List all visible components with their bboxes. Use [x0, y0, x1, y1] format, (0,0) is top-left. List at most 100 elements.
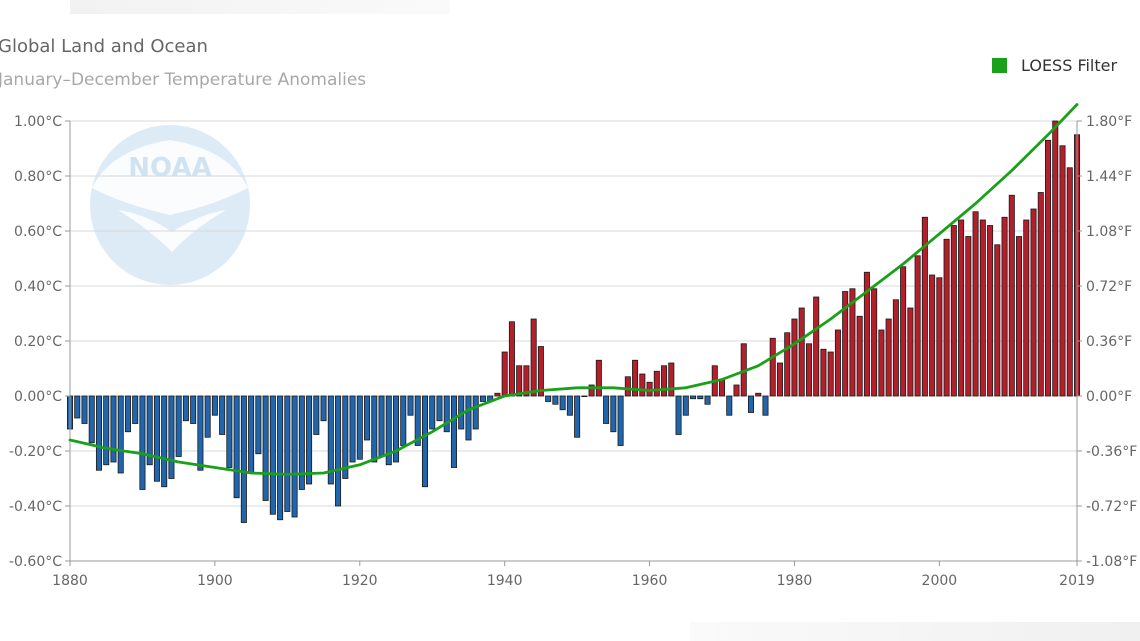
- anomaly-bar[interactable]: [552, 395, 559, 405]
- anomaly-bar[interactable]: [1016, 236, 1023, 397]
- anomaly-bar[interactable]: [827, 351, 834, 397]
- anomaly-bar[interactable]: [632, 359, 639, 397]
- anomaly-bar[interactable]: [190, 395, 197, 424]
- anomaly-bar[interactable]: [574, 395, 581, 438]
- anomaly-bar[interactable]: [972, 211, 979, 397]
- anomaly-bar[interactable]: [240, 395, 247, 523]
- anomaly-bar[interactable]: [661, 365, 668, 397]
- anomaly-bar[interactable]: [494, 392, 501, 397]
- anomaly-bar[interactable]: [820, 348, 827, 397]
- anomaly-bar[interactable]: [226, 395, 233, 468]
- anomaly-bar[interactable]: [726, 395, 733, 416]
- anomaly-bar[interactable]: [762, 395, 769, 416]
- anomaly-bar[interactable]: [610, 395, 617, 433]
- anomaly-bar[interactable]: [617, 395, 624, 446]
- anomaly-bar[interactable]: [95, 395, 102, 471]
- anomaly-bar[interactable]: [682, 395, 689, 416]
- anomaly-bar[interactable]: [248, 395, 255, 474]
- anomaly-bar[interactable]: [704, 395, 711, 405]
- anomaly-bar[interactable]: [958, 219, 965, 397]
- anomaly-bar[interactable]: [472, 395, 479, 430]
- anomaly-bar[interactable]: [233, 395, 240, 499]
- anomaly-bar[interactable]: [987, 225, 994, 397]
- anomaly-bar[interactable]: [421, 395, 429, 488]
- anomaly-bar[interactable]: [936, 277, 943, 397]
- anomaly-bar[interactable]: [182, 395, 189, 422]
- anomaly-bar[interactable]: [914, 255, 921, 397]
- anomaly-bar[interactable]: [697, 395, 704, 400]
- anomaly-bar[interactable]: [603, 395, 610, 424]
- anomaly-bar[interactable]: [1008, 194, 1015, 397]
- anomaly-bar[interactable]: [443, 395, 450, 433]
- anomaly-bar[interactable]: [624, 376, 631, 397]
- anomaly-bar[interactable]: [1030, 208, 1037, 397]
- anomaly-bar[interactable]: [450, 395, 457, 468]
- anomaly-bar[interactable]: [921, 216, 928, 397]
- anomaly-bar[interactable]: [211, 395, 218, 416]
- anomaly-bar[interactable]: [1052, 120, 1059, 397]
- anomaly-bar[interactable]: [856, 315, 863, 397]
- anomaly-bar[interactable]: [805, 343, 812, 397]
- anomaly-bar[interactable]: [1066, 167, 1073, 397]
- anomaly-bar[interactable]: [965, 236, 972, 397]
- anomaly-bar[interactable]: [306, 395, 313, 485]
- anomaly-bar[interactable]: [755, 392, 762, 397]
- anomaly-bar[interactable]: [335, 395, 342, 507]
- anomaly-bar[interactable]: [943, 238, 950, 397]
- anomaly-bar[interactable]: [110, 395, 117, 463]
- anomaly-bar[interactable]: [733, 384, 740, 397]
- anomaly-bar[interactable]: [791, 318, 798, 397]
- anomaly-bar[interactable]: [581, 395, 588, 398]
- anomaly-bar[interactable]: [776, 362, 783, 397]
- anomaly-bar[interactable]: [907, 307, 914, 397]
- anomaly-bar[interactable]: [595, 359, 602, 397]
- anomaly-bar[interactable]: [74, 395, 81, 419]
- anomaly-bar[interactable]: [146, 395, 153, 466]
- anomaly-bar[interactable]: [400, 395, 407, 446]
- anomaly-bar[interactable]: [1023, 219, 1030, 397]
- anomaly-bar[interactable]: [530, 318, 537, 397]
- anomaly-bar[interactable]: [298, 395, 305, 490]
- anomaly-bar[interactable]: [291, 395, 298, 518]
- anomaly-bar[interactable]: [813, 296, 820, 397]
- anomaly-bar[interactable]: [900, 266, 907, 397]
- anomaly-bar[interactable]: [88, 395, 95, 444]
- anomaly-bar[interactable]: [175, 395, 182, 457]
- anomaly-bar[interactable]: [668, 362, 675, 397]
- anomaly-bar[interactable]: [349, 395, 356, 463]
- anomaly-bar[interactable]: [371, 395, 378, 463]
- anomaly-bar[interactable]: [747, 395, 755, 413]
- anomaly-bar[interactable]: [153, 395, 160, 482]
- anomaly-bar[interactable]: [1037, 192, 1044, 397]
- anomaly-bar[interactable]: [878, 329, 885, 397]
- anomaly-bar[interactable]: [798, 307, 805, 397]
- anomaly-bar[interactable]: [364, 395, 371, 441]
- anomaly-bar[interactable]: [219, 395, 226, 435]
- anomaly-bar[interactable]: [139, 395, 146, 490]
- anomaly-bar[interactable]: [81, 395, 88, 424]
- anomaly-bar[interactable]: [523, 365, 530, 397]
- anomaly-bar[interactable]: [1059, 145, 1066, 397]
- anomaly-bar[interactable]: [132, 395, 139, 424]
- anomaly-bar[interactable]: [407, 395, 414, 416]
- anomaly-bar[interactable]: [979, 219, 986, 397]
- anomaly-bar[interactable]: [863, 271, 870, 397]
- anomaly-bar[interactable]: [639, 373, 646, 397]
- anomaly-bar[interactable]: [545, 395, 552, 402]
- anomaly-bar[interactable]: [269, 395, 276, 515]
- anomaly-bar[interactable]: [892, 299, 899, 397]
- anomaly-bar[interactable]: [784, 332, 791, 397]
- anomaly-bar[interactable]: [327, 395, 334, 485]
- anomaly-bar[interactable]: [204, 395, 211, 438]
- anomaly-bar[interactable]: [516, 365, 523, 397]
- anomaly-bar[interactable]: [313, 395, 320, 435]
- anomaly-bar[interactable]: [508, 321, 515, 397]
- anomaly-bar[interactable]: [161, 395, 168, 488]
- chart-legend[interactable]: LOESS Filter: [992, 56, 1117, 75]
- anomaly-bar[interactable]: [769, 337, 776, 397]
- anomaly-bar[interactable]: [479, 395, 486, 402]
- anomaly-bar[interactable]: [849, 288, 856, 397]
- anomaly-bar[interactable]: [277, 395, 284, 521]
- anomaly-bar[interactable]: [356, 395, 363, 460]
- anomaly-bar[interactable]: [1045, 139, 1052, 397]
